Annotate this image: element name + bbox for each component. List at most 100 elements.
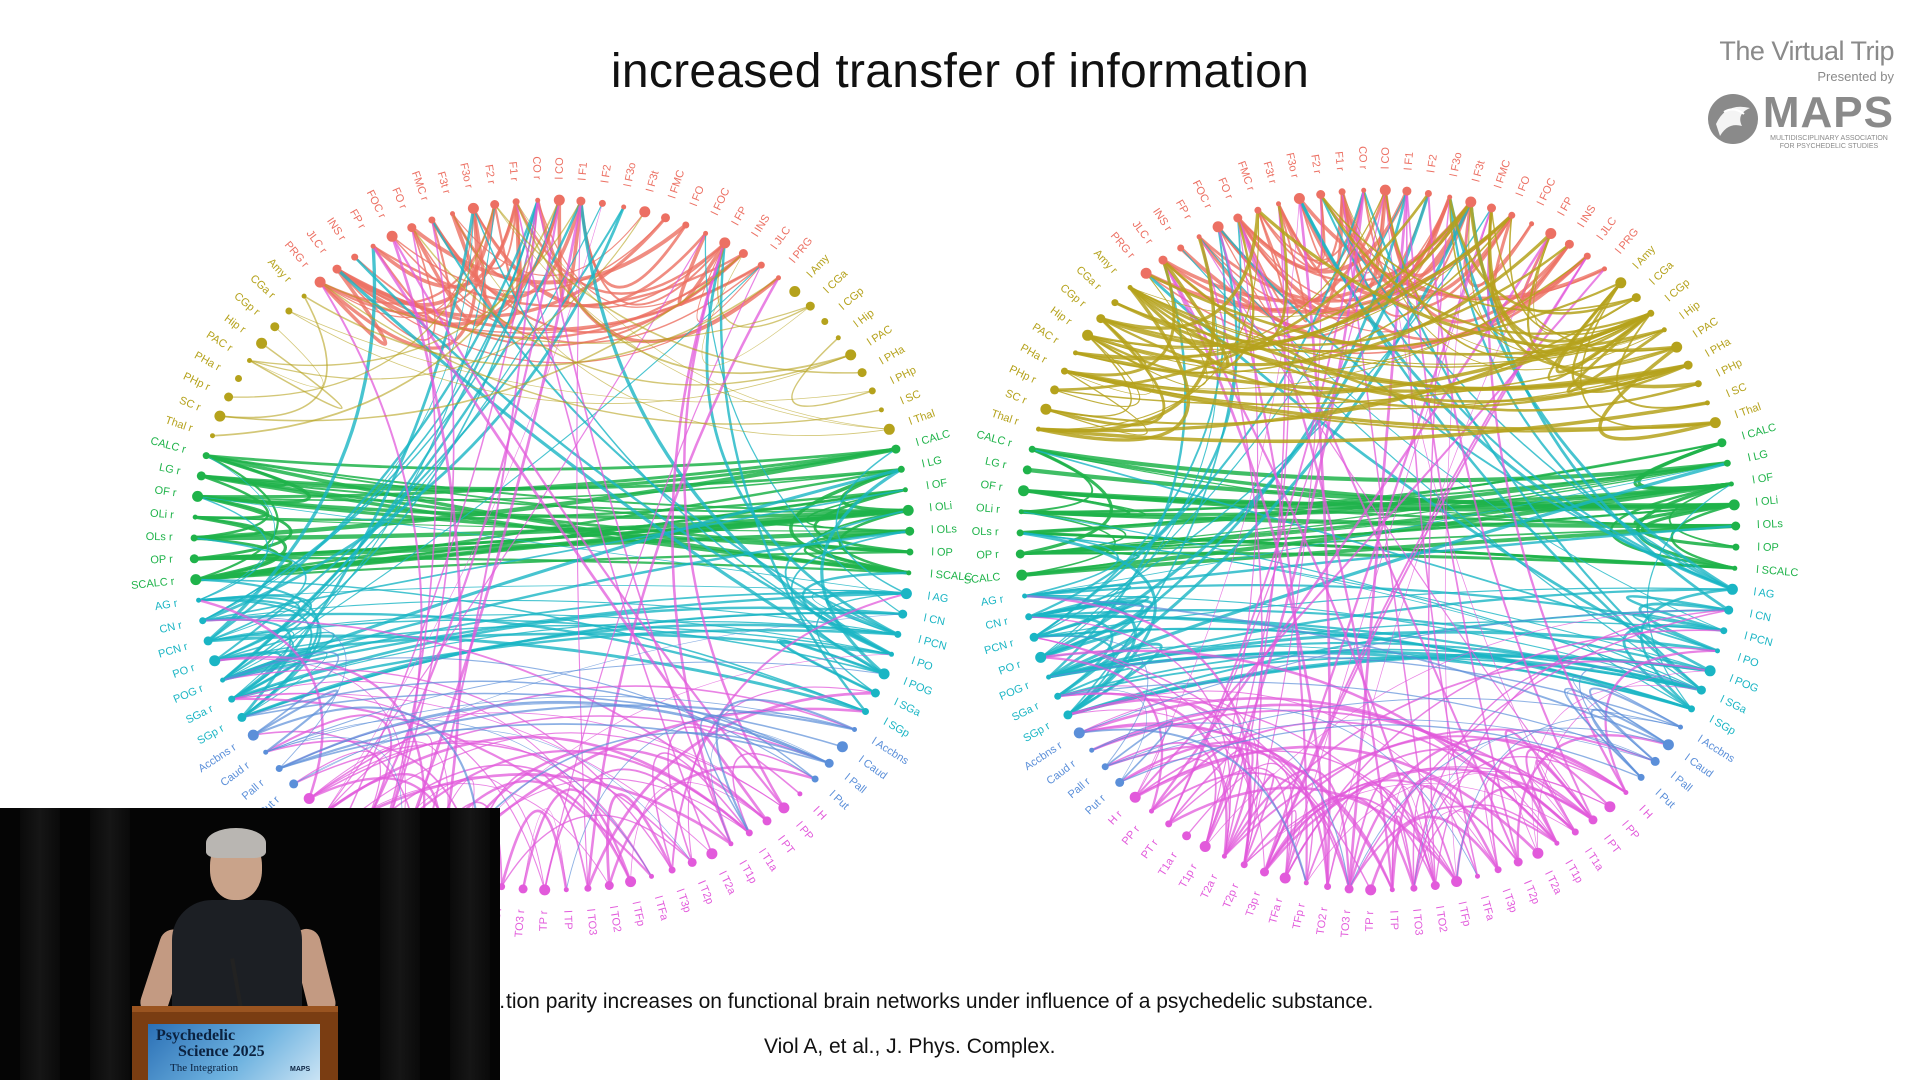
- connection-link: [1668, 483, 1737, 549]
- connection-link: [1087, 201, 1472, 349]
- brain-region-label: FMC r: [409, 170, 431, 203]
- connection-link: [1257, 190, 1365, 271]
- brain-region-node: [553, 194, 565, 206]
- connection-link: [1150, 739, 1254, 857]
- connection-link: [410, 223, 688, 285]
- brain-region-label: Pall r: [1066, 775, 1093, 801]
- brain-region-node: [868, 387, 876, 395]
- brain-region-node: [224, 392, 234, 402]
- connection-link: [811, 589, 907, 635]
- brain-region-label: l LG: [921, 454, 943, 470]
- brain-region-label: l F3t: [644, 170, 661, 194]
- brain-region-label: l PHa: [878, 343, 908, 367]
- brain-region-node: [332, 264, 342, 274]
- brain-region-node: [738, 249, 748, 258]
- connection-link: [500, 809, 568, 890]
- connection-link: [1588, 687, 1682, 763]
- brain-region-node: [1694, 380, 1702, 388]
- connection-link: [202, 208, 474, 622]
- brain-region-label: PO r: [997, 659, 1023, 678]
- brain-region-label: CGp r: [1058, 282, 1089, 310]
- connection-link: [1578, 666, 1702, 778]
- connection-link: [1590, 708, 1669, 779]
- connection-link: [1024, 595, 1702, 691]
- brain-region-label: AG r: [980, 593, 1005, 609]
- brain-region-label: l SGa: [1718, 694, 1749, 717]
- brain-region-node: [518, 884, 528, 894]
- connection-link: [1021, 441, 1723, 513]
- brain-region-node: [824, 758, 834, 768]
- connection-link: [1087, 214, 1513, 350]
- podium: Psychedelic Science 2025 The Integration…: [132, 1006, 338, 1080]
- speaker-hair: [206, 828, 266, 858]
- brain-region-label: l CN: [923, 612, 946, 628]
- brain-region-label: l CN: [1749, 608, 1772, 624]
- brain-region-node: [1402, 186, 1412, 196]
- brain-region-node: [898, 609, 908, 619]
- brain-region-node: [1196, 234, 1202, 240]
- brain-region-label: PHa r: [192, 350, 223, 374]
- connection-link: [1020, 510, 1127, 555]
- connection-link: [1105, 719, 1656, 768]
- connection-link: [324, 735, 751, 834]
- brain-region-node: [1724, 605, 1734, 615]
- brain-region-label: l F2: [1425, 154, 1439, 174]
- brain-region-node: [1529, 221, 1535, 227]
- brain-region-node: [1451, 876, 1463, 887]
- brain-region-label: l OF: [1752, 471, 1775, 486]
- connection-link: [1145, 255, 1588, 355]
- brain-region-node: [878, 407, 884, 413]
- connection-link: [278, 723, 830, 770]
- brain-region-node: [1140, 267, 1152, 279]
- connection-link: [318, 208, 479, 350]
- brain-region-label: SCALC: [963, 571, 1001, 587]
- brain-region-node: [210, 433, 215, 439]
- brain-region-label: SCALC r: [131, 576, 176, 592]
- brain-region-node: [1728, 499, 1740, 511]
- brain-region-node: [906, 548, 914, 556]
- brain-region-node: [1035, 651, 1047, 663]
- brain-region-label: JLC r: [1130, 219, 1156, 247]
- brain-region-node: [776, 275, 781, 281]
- connection-link: [197, 495, 269, 601]
- brain-region-label: OLs r: [972, 526, 999, 539]
- brain-region-node: [512, 198, 520, 206]
- connection-link: [1525, 748, 1611, 844]
- connection-link: [1566, 312, 1666, 394]
- brain-region-label: l F3o: [622, 162, 639, 188]
- brain-region-label: l AG: [927, 590, 949, 605]
- brain-region-node: [1554, 840, 1560, 846]
- connection-link: [586, 691, 876, 889]
- brain-region-label: l Hip: [1678, 299, 1703, 322]
- brain-region-label: l TP: [1387, 910, 1400, 930]
- podium-sign-line2: Science 2025: [178, 1043, 265, 1060]
- brain-region-node: [1588, 815, 1598, 825]
- brain-region-label: SGp r: [195, 722, 226, 747]
- connection-link: [221, 200, 539, 682]
- brain-region-node: [189, 554, 199, 564]
- connection-link: [391, 217, 667, 293]
- brain-region-label: Hip r: [1048, 305, 1074, 329]
- brain-region-node: [1662, 739, 1674, 751]
- brain-region-node: [1465, 196, 1477, 208]
- brain-region-node: [247, 358, 252, 363]
- connection-link: [214, 658, 406, 857]
- brain-region-label: l F3o: [1448, 151, 1465, 177]
- brain-region-node: [1040, 403, 1052, 415]
- connection-link: [231, 204, 496, 700]
- brain-region-node: [1111, 299, 1119, 307]
- connection-link: [265, 719, 652, 877]
- brain-region-node: [1704, 400, 1710, 406]
- brain-region-label: l CALC: [1741, 421, 1778, 442]
- brain-region-label: LG r: [158, 462, 182, 478]
- brain-region-node: [1732, 565, 1738, 571]
- connection-link: [1243, 194, 1323, 865]
- connection-link: [1243, 783, 1576, 865]
- brand-presented-by: Presented by: [1817, 69, 1894, 84]
- brain-region-node: [467, 202, 479, 214]
- connection-link: [1064, 369, 1716, 431]
- brain-region-node: [1732, 543, 1740, 551]
- brain-region-node: [563, 887, 569, 893]
- brain-region-label: l SCALC: [1756, 564, 1799, 579]
